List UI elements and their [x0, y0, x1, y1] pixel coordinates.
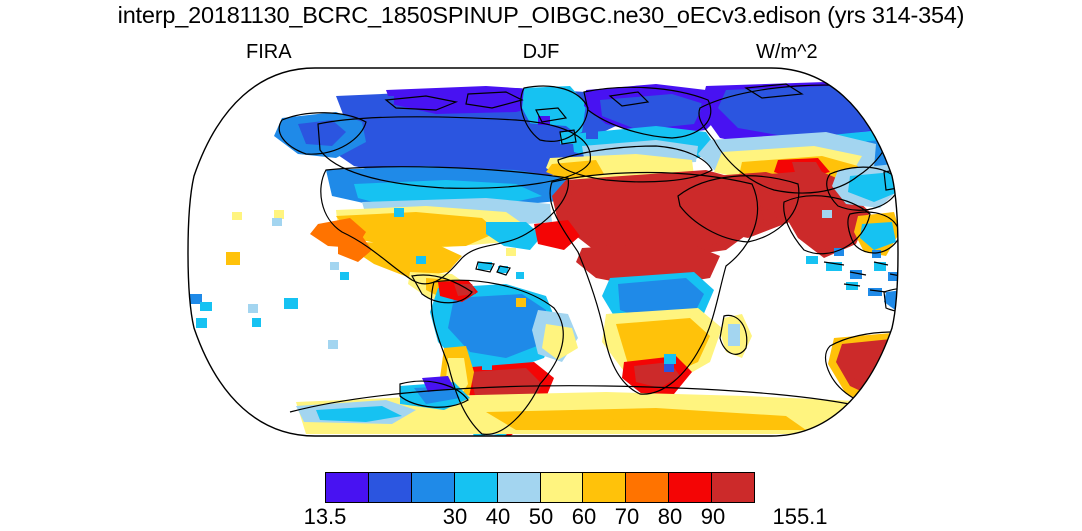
colorbar-tick-0: 13.5 — [303, 504, 347, 529]
colorbar — [325, 472, 755, 503]
region-north-america — [274, 86, 616, 302]
map-data-layer — [188, 68, 898, 436]
colorbar-cell-5 — [540, 473, 584, 502]
colorbar-tick-3: 50 — [528, 504, 554, 529]
coastline-overlay — [278, 83, 898, 435]
colorbar-tick-labels: 13.5 30 40 50 60 70 80 90 155.1 — [270, 503, 828, 531]
colorbar-tick-2: 40 — [485, 504, 511, 529]
units-label: W/m^2 — [756, 41, 818, 63]
colorbar-strip — [325, 472, 755, 503]
colorbar-cell-0 — [326, 473, 369, 502]
colorbar-tick-4: 60 — [571, 504, 597, 529]
colorbar-cell-3 — [454, 473, 498, 502]
colorbar-cell-8 — [669, 473, 713, 502]
colorbar-tick-7: 90 — [700, 504, 726, 529]
colorbar-tick-5: 70 — [614, 504, 640, 529]
island-speckle — [190, 96, 881, 372]
colorbar-cell-6 — [583, 473, 627, 502]
colorbar-cell-7 — [626, 473, 670, 502]
colorbar-tick-6: 80 — [657, 504, 683, 529]
colorbar-tick-1: 30 — [442, 504, 468, 529]
region-antarctica — [296, 376, 886, 434]
colorbar-cell-2 — [411, 473, 455, 502]
colorbar-tick-8: 155.1 — [772, 504, 828, 529]
colorbar-cell-1 — [368, 473, 412, 502]
map-frame-outline — [187, 67, 899, 437]
page-title: interp_20181130_BCRC_1850SPINUP_OIBGC.ne… — [117, 2, 965, 28]
colorbar-cell-9 — [712, 473, 755, 502]
region-africa — [534, 170, 764, 394]
colorbar-cell-4 — [497, 473, 541, 502]
world-map-heatmap — [187, 67, 899, 437]
season-label: DJF — [522, 41, 560, 63]
variable-label: FIRA — [246, 41, 292, 63]
map-plot-area — [186, 66, 900, 438]
